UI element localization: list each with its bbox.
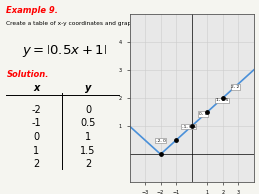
Text: 2: 2 [33,159,39,169]
Text: 1: 1 [85,132,91,142]
Text: y: y [85,83,91,94]
Point [190,125,194,128]
Text: -2, 0: -2, 0 [156,139,166,143]
Text: Example 9.: Example 9. [6,6,58,15]
Text: Solution.: Solution. [6,70,49,79]
Point [174,139,178,142]
Text: -2: -2 [31,105,41,115]
Text: 2: 2 [85,159,91,169]
Point [221,96,225,100]
Text: 1: 1 [33,146,39,156]
Text: 2, 2: 2, 2 [231,85,240,89]
Text: 0: 0 [33,132,39,142]
Text: -1: -1 [31,118,41,128]
Point [159,153,163,156]
Text: $y = \left|0.5x + 1\right|$: $y = \left|0.5x + 1\right|$ [22,43,107,59]
Text: 1.5: 1.5 [80,146,96,156]
Text: 0, 1: 0, 1 [199,112,207,116]
Text: Create a table of x-y coordinates and graph the function.: Create a table of x-y coordinates and gr… [6,21,175,26]
Text: x: x [33,83,39,94]
Text: 0.5: 0.5 [80,118,96,128]
Text: -1, 0.5: -1, 0.5 [182,125,196,128]
Point [205,111,209,114]
Text: 1, 1.5: 1, 1.5 [216,98,228,102]
Text: 0: 0 [85,105,91,115]
